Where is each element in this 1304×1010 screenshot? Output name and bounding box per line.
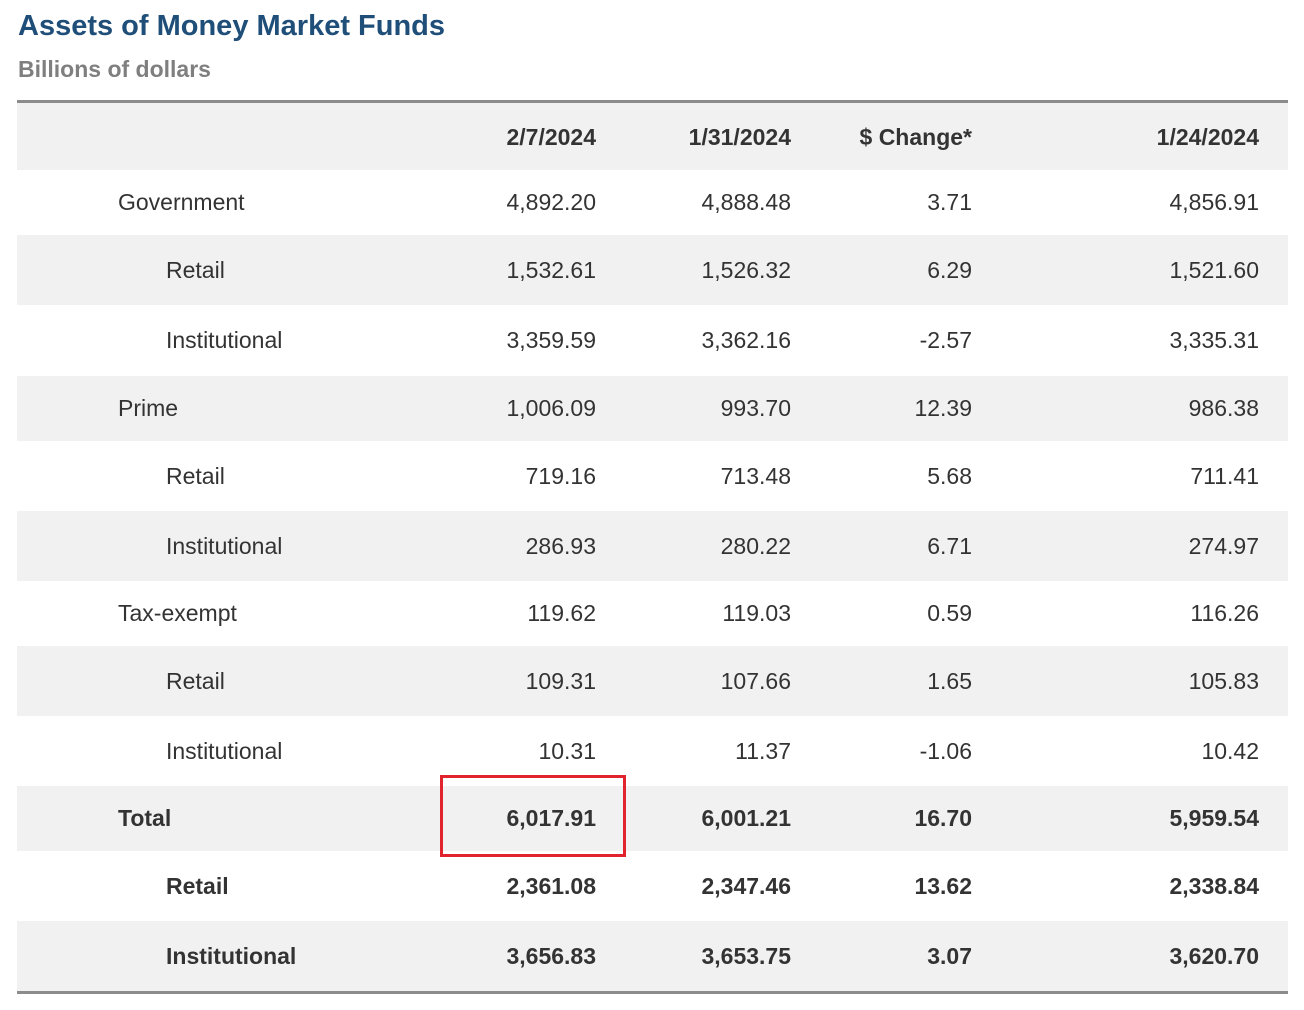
row-label: Institutional (166, 737, 283, 764)
cell-value: -1.06 (919, 737, 972, 764)
cell-value: 10.42 (1201, 737, 1259, 764)
cell-value: 719.16 (525, 462, 596, 489)
cell-value: 13.62 (914, 872, 972, 899)
cell-value: 3,656.83 (506, 942, 596, 969)
row-label: Retail (166, 256, 225, 283)
header-change: $ Change* (859, 124, 972, 150)
cell-value: 3.71 (927, 189, 972, 215)
table-row-government-institutional: Institutional 3,359.59 3,362.16 -2.57 3,… (17, 305, 1288, 376)
cell-value: 109.31 (525, 667, 596, 694)
cell-value: 3,620.70 (1169, 942, 1259, 969)
cell-value: 280.22 (720, 532, 791, 559)
table-row-tax-exempt-retail: Retail 109.31 107.66 1.65 105.83 (17, 646, 1288, 716)
cell-value: 11.37 (735, 737, 791, 764)
table-body: Government 4,892.20 4,888.48 3.71 4,856.… (17, 170, 1288, 991)
cell-value: 1,526.32 (701, 256, 791, 283)
row-label: Retail (166, 667, 225, 694)
row-label: Retail (166, 872, 229, 899)
cell-value: 3,653.75 (701, 942, 791, 969)
cell-value: 119.03 (722, 600, 791, 626)
header-row: 2/7/2024 1/31/2024 $ Change* 1/24/2024 (17, 103, 1288, 170)
table-row-government: Government 4,892.20 4,888.48 3.71 4,856.… (17, 170, 1288, 235)
cell-value: 711.41 (1190, 462, 1259, 489)
table-row-total: Total 6,017.91 6,001.21 16.70 5,959.54 (17, 786, 1288, 851)
table-header: 2/7/2024 1/31/2024 $ Change* 1/24/2024 (17, 103, 1288, 170)
row-label: Institutional (166, 942, 297, 969)
row-label: Institutional (166, 532, 283, 559)
cell-value: 1.65 (927, 667, 972, 694)
cell-value: 116.26 (1190, 600, 1259, 626)
cell-value: 2,361.08 (506, 872, 596, 899)
page-title: Assets of Money Market Funds (18, 10, 446, 42)
cell-value: 6.71 (927, 532, 972, 559)
row-label: Prime (118, 395, 179, 421)
cell-value: 6,017.91 (506, 805, 596, 831)
cell-value: 12.39 (914, 395, 972, 421)
cell-value: 993.70 (720, 395, 791, 421)
cell-value: 6.29 (927, 256, 972, 283)
header-date-1-31-2024: 1/31/2024 (688, 124, 791, 150)
cell-value: 3,362.16 (701, 327, 791, 353)
cell-value: 16.70 (914, 805, 972, 831)
cell-value: 5.68 (927, 462, 972, 489)
table-row-tax-exempt: Tax-exempt 119.62 119.03 0.59 116.26 (17, 581, 1288, 646)
row-label: Government (118, 189, 245, 215)
cell-value: 986.38 (1188, 395, 1259, 421)
cell-value: 5,959.54 (1169, 805, 1259, 831)
cell-value: -2.57 (919, 327, 972, 353)
cell-value: 2,347.46 (701, 872, 791, 899)
assets-table-container: 2/7/2024 1/31/2024 $ Change* 1/24/2024 G… (17, 100, 1288, 994)
cell-value: 105.83 (1188, 667, 1259, 694)
row-label: Total (118, 805, 172, 831)
cell-value: 0.59 (927, 600, 972, 626)
table-row-prime-retail: Retail 719.16 713.48 5.68 711.41 (17, 441, 1288, 511)
row-label: Tax-exempt (118, 600, 237, 626)
header-date-1-24-2024: 1/24/2024 (1156, 124, 1259, 150)
header-date-2-7-2024: 2/7/2024 (506, 124, 596, 150)
cell-value: 286.93 (525, 532, 596, 559)
assets-table: 2/7/2024 1/31/2024 $ Change* 1/24/2024 G… (17, 103, 1288, 991)
header-label-column (17, 103, 437, 170)
page-subtitle: Billions of dollars (18, 56, 211, 82)
cell-value: 4,856.91 (1169, 189, 1259, 215)
cell-value: 3.07 (927, 942, 972, 969)
cell-value: 10.31 (538, 737, 596, 764)
cell-value: 3,359.59 (506, 327, 596, 353)
table-row-prime-institutional: Institutional 286.93 280.22 6.71 274.97 (17, 511, 1288, 581)
table-row-government-retail: Retail 1,532.61 1,526.32 6.29 1,521.60 (17, 235, 1288, 305)
cell-value: 1,521.60 (1169, 256, 1259, 283)
cell-value: 1,006.09 (506, 395, 596, 421)
cell-value: 1,532.61 (506, 256, 596, 283)
row-label: Institutional (166, 327, 283, 353)
cell-value: 107.66 (720, 667, 791, 694)
cell-value: 4,888.48 (701, 189, 791, 215)
cell-value: 2,338.84 (1169, 872, 1259, 899)
table-row-total-institutional: Institutional 3,656.83 3,653.75 3.07 3,6… (17, 921, 1288, 991)
table-row-total-retail: Retail 2,361.08 2,347.46 13.62 2,338.84 (17, 851, 1288, 921)
cell-value: 3,335.31 (1169, 327, 1259, 353)
cell-value: 713.48 (720, 462, 791, 489)
table-row-prime: Prime 1,006.09 993.70 12.39 986.38 (17, 376, 1288, 441)
table-row-tax-exempt-institutional: Institutional 10.31 11.37 -1.06 10.42 (17, 716, 1288, 786)
cell-value: 119.62 (527, 600, 596, 626)
row-label: Retail (166, 462, 225, 489)
cell-value: 4,892.20 (506, 189, 596, 215)
cell-value: 274.97 (1188, 532, 1259, 559)
cell-value: 6,001.21 (701, 805, 791, 831)
